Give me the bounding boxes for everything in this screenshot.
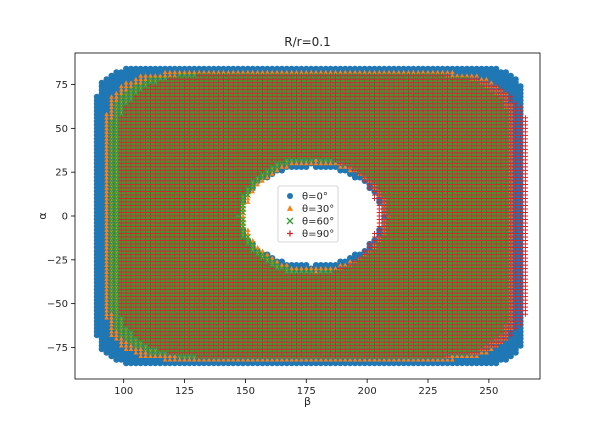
plot-area — [93, 65, 528, 367]
data-point — [93, 93, 100, 100]
chart-title: R/r=0.1 — [284, 35, 330, 49]
data-point — [108, 72, 115, 79]
data-point — [113, 69, 120, 76]
data-point — [103, 76, 110, 83]
data-point — [98, 79, 105, 86]
